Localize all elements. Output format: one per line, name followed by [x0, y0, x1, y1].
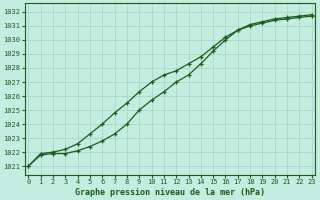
X-axis label: Graphe pression niveau de la mer (hPa): Graphe pression niveau de la mer (hPa) [75, 188, 265, 197]
